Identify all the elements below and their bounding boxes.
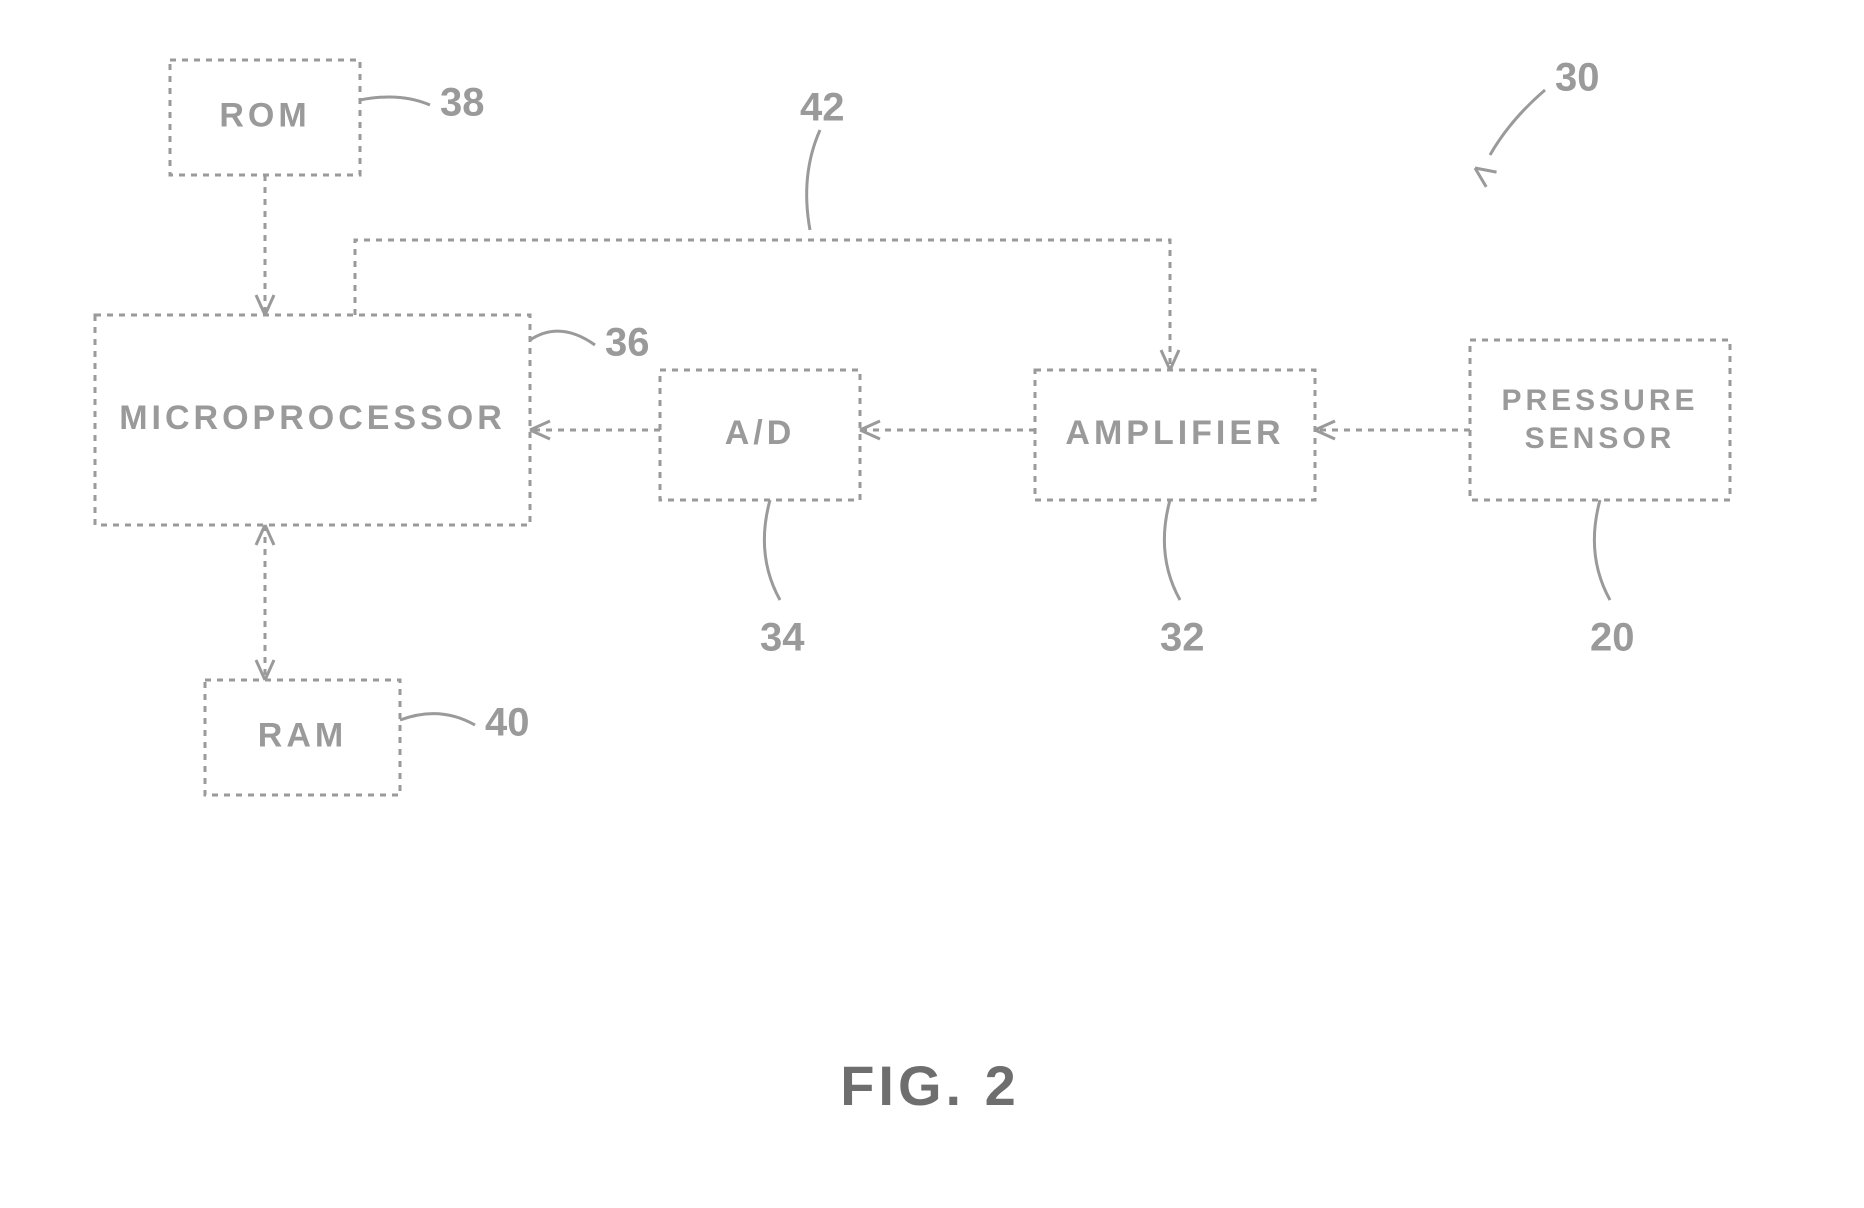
svg-text:AMPLIFIER: AMPLIFIER <box>1065 414 1284 452</box>
svg-text:MICROPROCESSOR: MICROPROCESSOR <box>119 399 506 437</box>
svg-text:36: 36 <box>605 321 650 365</box>
svg-text:FIG. 2: FIG. 2 <box>840 1054 1020 1117</box>
svg-text:40: 40 <box>485 701 530 745</box>
svg-text:20: 20 <box>1590 616 1635 660</box>
svg-text:A/D: A/D <box>725 414 796 452</box>
svg-text:38: 38 <box>440 81 485 125</box>
svg-text:RAM: RAM <box>258 716 347 754</box>
svg-text:42: 42 <box>800 86 845 130</box>
svg-text:32: 32 <box>1160 616 1205 660</box>
svg-text:PRESSURE: PRESSURE <box>1501 384 1698 417</box>
svg-text:34: 34 <box>760 616 805 660</box>
svg-text:30: 30 <box>1555 56 1600 100</box>
svg-text:ROM: ROM <box>219 96 310 134</box>
svg-text:SENSOR: SENSOR <box>1525 422 1676 455</box>
